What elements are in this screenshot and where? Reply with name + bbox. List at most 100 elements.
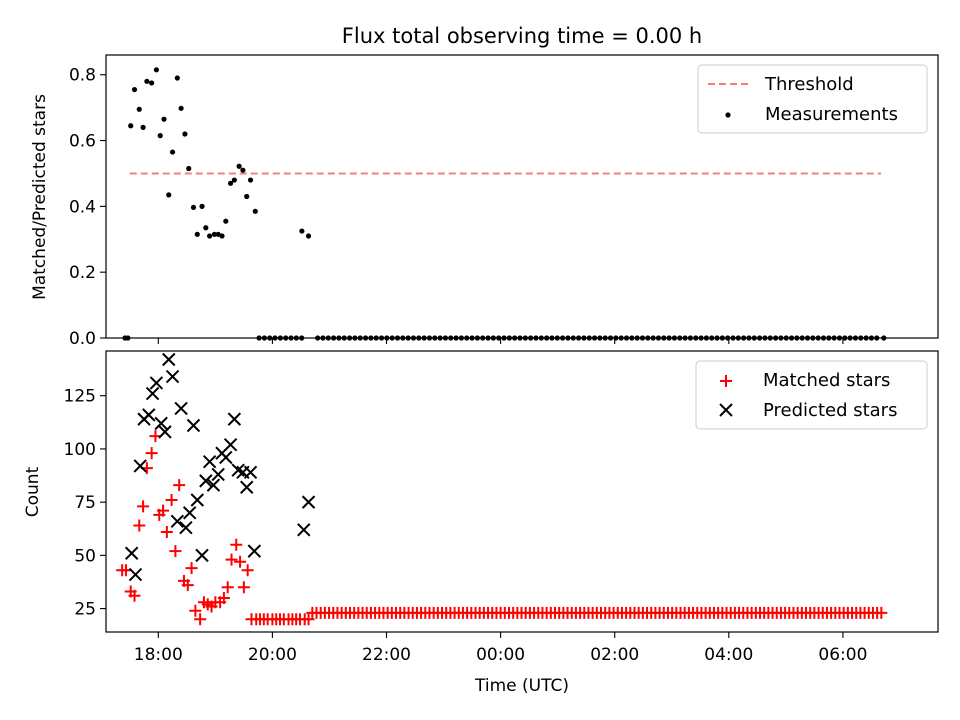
matched-star-point bbox=[137, 500, 150, 513]
measurement-point bbox=[203, 225, 209, 231]
matched-star-point bbox=[185, 562, 198, 575]
top-legend: Threshold Measurements bbox=[697, 64, 928, 134]
predicted-star-point bbox=[158, 425, 172, 439]
measurement-point bbox=[169, 149, 176, 155]
predicted-star-point bbox=[170, 514, 185, 529]
matched-star-point bbox=[217, 591, 230, 604]
y-tick-label: 125 bbox=[64, 387, 96, 407]
matched-star-point bbox=[234, 555, 247, 568]
predicted-star-point bbox=[149, 376, 164, 390]
predicted-star-point bbox=[165, 369, 180, 384]
predicted-star-point bbox=[223, 437, 238, 452]
matched-star-point bbox=[221, 581, 234, 594]
x-tick-label: 06:00 bbox=[818, 645, 867, 665]
measurement-point bbox=[131, 86, 138, 93]
predicted-star-point bbox=[142, 408, 156, 422]
predicted-star-point bbox=[174, 401, 188, 416]
bottom-plot-marks bbox=[116, 352, 888, 626]
measurement-point bbox=[211, 231, 217, 237]
predicted-star-point bbox=[240, 480, 254, 494]
bottom-legend-frame bbox=[695, 360, 928, 430]
bottom-x-axis-label: Time (UTC) bbox=[474, 676, 569, 696]
matched-star-point bbox=[225, 553, 238, 566]
predicted-star-point bbox=[301, 495, 316, 509]
predicted-star-point bbox=[133, 459, 147, 473]
predicted-star-point bbox=[128, 567, 143, 582]
predicted-star-point bbox=[247, 544, 262, 558]
figure-title: Flux total observing time = 0.00 h bbox=[342, 24, 702, 48]
legend-predicted-label: Predicted stars bbox=[763, 400, 897, 421]
matched-star-point bbox=[237, 581, 250, 594]
predicted-star-point bbox=[206, 478, 221, 492]
matched-star-point bbox=[169, 545, 182, 558]
predicted-star-point bbox=[124, 546, 139, 560]
measurement-point bbox=[236, 163, 242, 169]
predicted-star-point bbox=[179, 520, 193, 535]
predicted-star-point bbox=[190, 493, 204, 507]
measurement-point bbox=[247, 177, 254, 183]
x-tick-label: 02:00 bbox=[590, 645, 639, 665]
top-x-ticks bbox=[157, 338, 844, 344]
x-tick-label: 20:00 bbox=[248, 645, 297, 665]
bottom-y-axis-label: Count bbox=[23, 466, 43, 517]
measurement-point bbox=[299, 228, 305, 234]
y-tick-label: 0.8 bbox=[69, 66, 96, 86]
top-plot-marks bbox=[122, 67, 887, 341]
measurement-point bbox=[305, 233, 312, 239]
bottom-x-ticks: 18:00 20:00 22:00 00:00 02:00 04:00 06:00 bbox=[134, 632, 867, 665]
matched-star-point bbox=[230, 538, 243, 551]
y-tick-label: 0.4 bbox=[69, 197, 96, 217]
measurement-point bbox=[157, 133, 163, 139]
x-tick-label: 22:00 bbox=[362, 645, 411, 665]
predicted-star-point bbox=[202, 454, 217, 469]
matched-star-point bbox=[157, 504, 170, 517]
y-tick-label: 100 bbox=[64, 440, 96, 460]
measurement-point bbox=[153, 67, 159, 73]
measurement-point bbox=[223, 218, 229, 224]
predicted-star-point bbox=[297, 523, 311, 537]
matched-star-point bbox=[194, 613, 207, 626]
legend-matched-marker bbox=[720, 375, 732, 387]
y-tick-label: 0.2 bbox=[69, 263, 96, 283]
measurement-point bbox=[166, 192, 172, 198]
predicted-star-point bbox=[154, 416, 168, 431]
bottom-y-ticks: 25 50 75 100 125 bbox=[64, 387, 106, 620]
measurement-point bbox=[136, 106, 142, 112]
predicted-star-point bbox=[186, 418, 201, 433]
predicted-star-point bbox=[195, 548, 209, 563]
x-tick-label: 00:00 bbox=[476, 645, 525, 665]
y-tick-label: 0.0 bbox=[69, 329, 96, 349]
matched-star-point bbox=[189, 604, 202, 617]
x-tick-label: 04:00 bbox=[704, 645, 753, 665]
predicted-star-point bbox=[219, 450, 233, 465]
measurement-point bbox=[227, 180, 234, 186]
measurement-point bbox=[182, 131, 188, 137]
top-y-axis-label: Matched/Predicted stars bbox=[30, 94, 50, 300]
legend-threshold-label: Threshold bbox=[764, 74, 854, 95]
measurement-point bbox=[174, 75, 180, 81]
legend-measurements-marker bbox=[725, 112, 731, 118]
matched-star-point bbox=[173, 479, 186, 492]
x-tick-label: 18:00 bbox=[134, 645, 183, 665]
matched-star-point bbox=[181, 579, 194, 592]
legend-matched-label: Matched stars bbox=[763, 370, 890, 391]
predicted-star-point bbox=[162, 352, 176, 367]
matched-star-point bbox=[145, 447, 158, 460]
predicted-star-point bbox=[182, 506, 197, 520]
predicted-star-point bbox=[211, 467, 225, 482]
measurement-point bbox=[194, 231, 200, 237]
predicted-star-point bbox=[243, 465, 258, 480]
y-tick-label: 0.6 bbox=[69, 132, 96, 152]
y-tick-label: 50 bbox=[74, 546, 96, 566]
matched-star-point bbox=[133, 519, 146, 532]
measurement-point bbox=[190, 204, 197, 210]
measurement-point bbox=[199, 203, 205, 209]
measurement-point bbox=[149, 80, 155, 86]
bottom-axes-frame bbox=[105, 350, 939, 633]
measurement-point bbox=[128, 123, 134, 129]
measurement-point bbox=[252, 208, 258, 214]
measurement-point bbox=[240, 167, 246, 173]
measurement-point bbox=[219, 233, 225, 239]
y-tick-label: 25 bbox=[74, 600, 96, 620]
